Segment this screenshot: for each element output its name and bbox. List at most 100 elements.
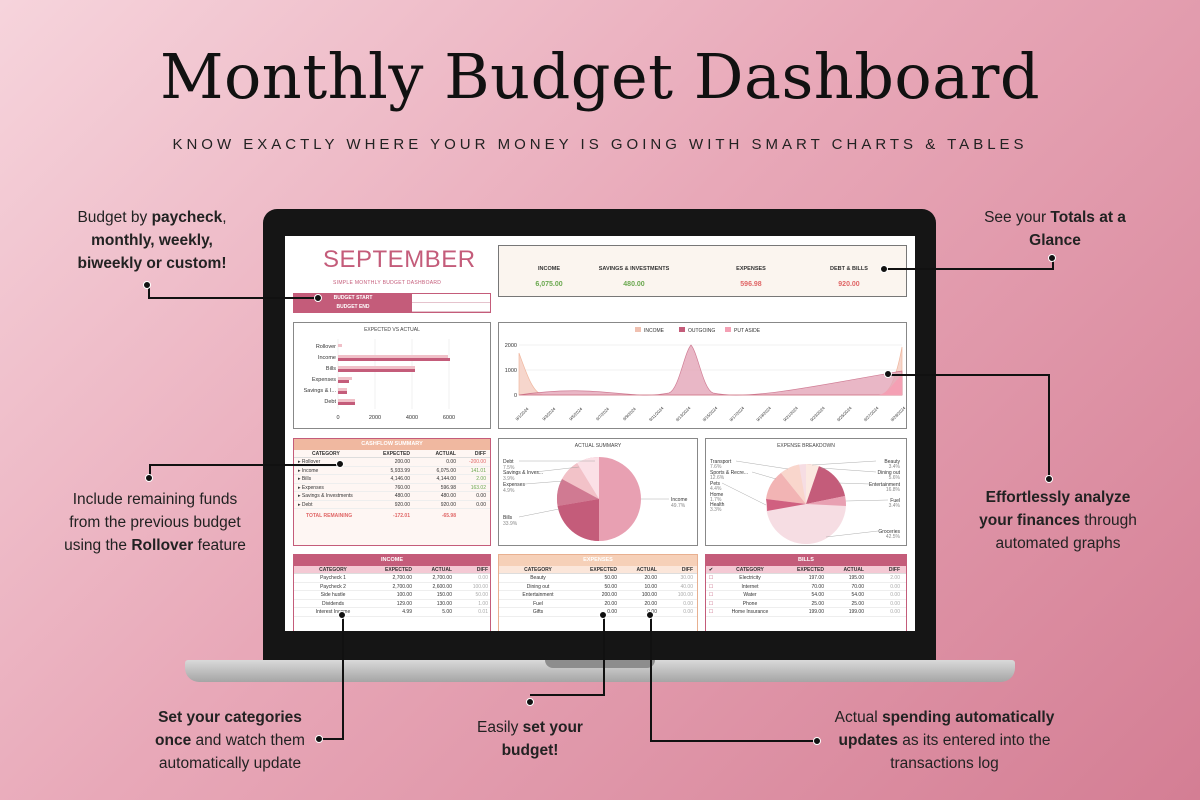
cashflow-category: ▸ Bills [298, 476, 312, 482]
bar-label: Expenses [312, 377, 336, 383]
checkbox[interactable]: ☐ [708, 575, 714, 581]
callout-categories: Set your categories once and watch them … [155, 709, 305, 772]
pie-pct: 5.6% [889, 475, 901, 481]
callout-rollover: Include remaining funds from the previou… [64, 491, 246, 554]
pie-label: Fuel [890, 498, 900, 504]
connector-line [650, 614, 652, 742]
row-diff: 40.00 [680, 583, 693, 590]
row-actual: 150.00 [436, 592, 452, 598]
date-tick: 9/23/2024 [809, 405, 826, 422]
bar-actual [338, 380, 349, 383]
date-tick: 9/15/2024 [702, 405, 719, 422]
cashflow-category: ▸ Income [298, 467, 319, 474]
row-expected[interactable]: 50.00 [604, 583, 617, 590]
income-row[interactable]: Dividends 129.00 130.00 1.00 [294, 600, 490, 608]
connector-dot [526, 698, 534, 706]
page-title: Monthly Budget Dashboard [159, 40, 1041, 113]
pie-label: Transport [710, 459, 732, 465]
bills-row[interactable]: ☐ Internet 70.00 70.00 0.00 [706, 583, 906, 591]
row-expected[interactable]: 25.00 [811, 600, 824, 607]
connector-line [530, 694, 605, 696]
row-expected[interactable]: 129.00 [396, 600, 412, 607]
row-diff: 100.00 [472, 583, 488, 590]
row-expected[interactable]: 100.00 [396, 592, 412, 598]
actual-summary-chart: ACTUAL SUMMARY Debt 7.5% Savings & Inves… [498, 438, 698, 546]
pie-slice-fuel [806, 496, 847, 506]
connector-line [1052, 256, 1054, 270]
expenses-title: EXPENSES [499, 555, 697, 566]
connector-dot [599, 611, 607, 619]
income-row[interactable]: Side hustle 100.00 150.00 50.00 [294, 591, 490, 600]
row-expected[interactable]: 2,700.00 [392, 575, 412, 581]
pie-label: Savings & Inves... [503, 470, 543, 476]
cashflow-row[interactable]: ▸ Rollover 200.00 0.00 -200.00 [294, 458, 490, 467]
bills-row[interactable]: ☐ Water 54.00 54.00 0.00 [706, 591, 906, 600]
expected-vs-actual-chart: EXPECTED VS ACTUAL Rollover Income Bills… [293, 322, 491, 429]
bar-chart-svg: Rollover Income Bills Expenses Savings &… [304, 339, 455, 421]
bills-row[interactable]: ☐ Home Insurance 199.00 199.00 0.00 [706, 608, 906, 617]
checkbox[interactable]: ☐ [708, 592, 714, 598]
pie-slice-savings [562, 463, 599, 499]
bills-row[interactable]: ☐ Electricity 197.00 195.00 2.00 [706, 574, 906, 583]
row-expected[interactable]: 70.00 [811, 583, 824, 590]
bar-expected [338, 399, 355, 402]
cashflow-row[interactable]: ▸ Debt 920.00 920.00 0.00 [294, 501, 490, 509]
row-expected[interactable]: 197.00 [808, 575, 824, 581]
expenses-row[interactable]: Entertainment 200.00 100.00 100.00 [499, 591, 697, 600]
income-row[interactable]: Interest Income 4.99 5.00 0.01 [294, 608, 490, 617]
income-row[interactable]: Paycheck 1 2,700.00 2,700.00 0.00 [294, 574, 490, 583]
cashflow-category: ▸ Debt [298, 501, 313, 508]
row-expected[interactable]: 4.99 [402, 609, 412, 615]
budget-start-label: BUDGET START [294, 294, 412, 303]
expenses-table: EXPENSES CATEGORY EXPECTED ACTUAL DIFF B… [498, 554, 698, 631]
outgoing-area [518, 344, 903, 396]
row-expected[interactable]: 200.00 [601, 592, 617, 598]
checkbox[interactable]: ☐ [708, 600, 714, 607]
row-diff: 50.00 [475, 592, 488, 598]
pie-pct: 33.9% [503, 521, 518, 527]
row-expected[interactable]: 199.00 [808, 609, 824, 615]
expenses-row[interactable]: Fuel 20.00 20.00 0.00 [499, 600, 697, 608]
page-subtitle: KNOW EXACTLY WHERE YOUR MONEY IS GOING W… [172, 136, 1028, 153]
total-expenses: EXPENSES 596.98 [736, 266, 766, 288]
pie-label: Sports & Recre... [710, 470, 748, 476]
bar-actual [338, 369, 415, 372]
checkbox[interactable]: ☐ [708, 609, 714, 615]
expense-breakdown-chart: EXPENSE BREAKDOWN Transport 7.6% Sports … [705, 438, 907, 546]
cashflow-row[interactable]: ▸ Expenses 760.00 596.98 163.02 [294, 484, 490, 492]
date-tick: 9/29/2024 [890, 405, 906, 422]
bills-row[interactable]: ☐ Phone 25.00 25.00 0.00 [706, 600, 906, 608]
cashflow-diff: 141.01 [470, 467, 486, 474]
pie-slice-expenses [556, 479, 599, 506]
income-rows: Paycheck 1 2,700.00 2,700.00 0.00 Paycheck 2… [294, 574, 490, 617]
row-expected[interactable]: 50.00 [604, 575, 617, 581]
row-actual: 2,700.00 [432, 575, 452, 581]
chart-title: EXPENSE BREAKDOWN [777, 443, 835, 449]
row-expected[interactable]: 2,700.00 [392, 583, 412, 590]
date-tick: 9/27/2024 [863, 405, 880, 422]
x-tick: 2000 [369, 415, 381, 421]
budget-start-input[interactable] [412, 294, 490, 303]
legend-outgoing: OUTGOING [688, 328, 715, 334]
expenses-row[interactable]: Beauty 50.00 20.00 30.00 [499, 574, 697, 583]
pie-pct: 7.6% [710, 464, 722, 470]
cashflow-row[interactable]: ▸ Income 5,933.99 6,075.00 141.01 [294, 467, 490, 475]
row-expected[interactable]: 20.00 [604, 600, 617, 607]
bar-actual [338, 391, 347, 394]
row-category: Home Insurance [731, 609, 769, 615]
budget-end-input[interactable] [412, 303, 490, 312]
income-row[interactable]: Paycheck 2 2,700.00 2,600.00 100.00 [294, 583, 490, 591]
legend-put-aside: PUT ASIDE [734, 328, 761, 334]
pie-label: Income [671, 497, 688, 503]
row-expected[interactable]: 54.00 [811, 592, 824, 598]
cashflow-expected: 4,146.00 [390, 476, 410, 482]
row-expected[interactable]: 0.00 [607, 609, 617, 615]
cashflow-row[interactable]: ▸ Bills 4,146.00 4,144.00 2.00 [294, 475, 490, 484]
cashflow-row[interactable]: ▸ Savings & Investments 480.00 480.00 0.00 [294, 492, 490, 501]
cashflow-expected: 760.00 [394, 484, 410, 491]
row-diff: 0.00 [683, 609, 693, 615]
expenses-row[interactable]: Dining out 50.00 10.00 40.00 [499, 583, 697, 591]
checkbox[interactable]: ☐ [708, 583, 714, 590]
y-tick: 0 [514, 393, 517, 399]
